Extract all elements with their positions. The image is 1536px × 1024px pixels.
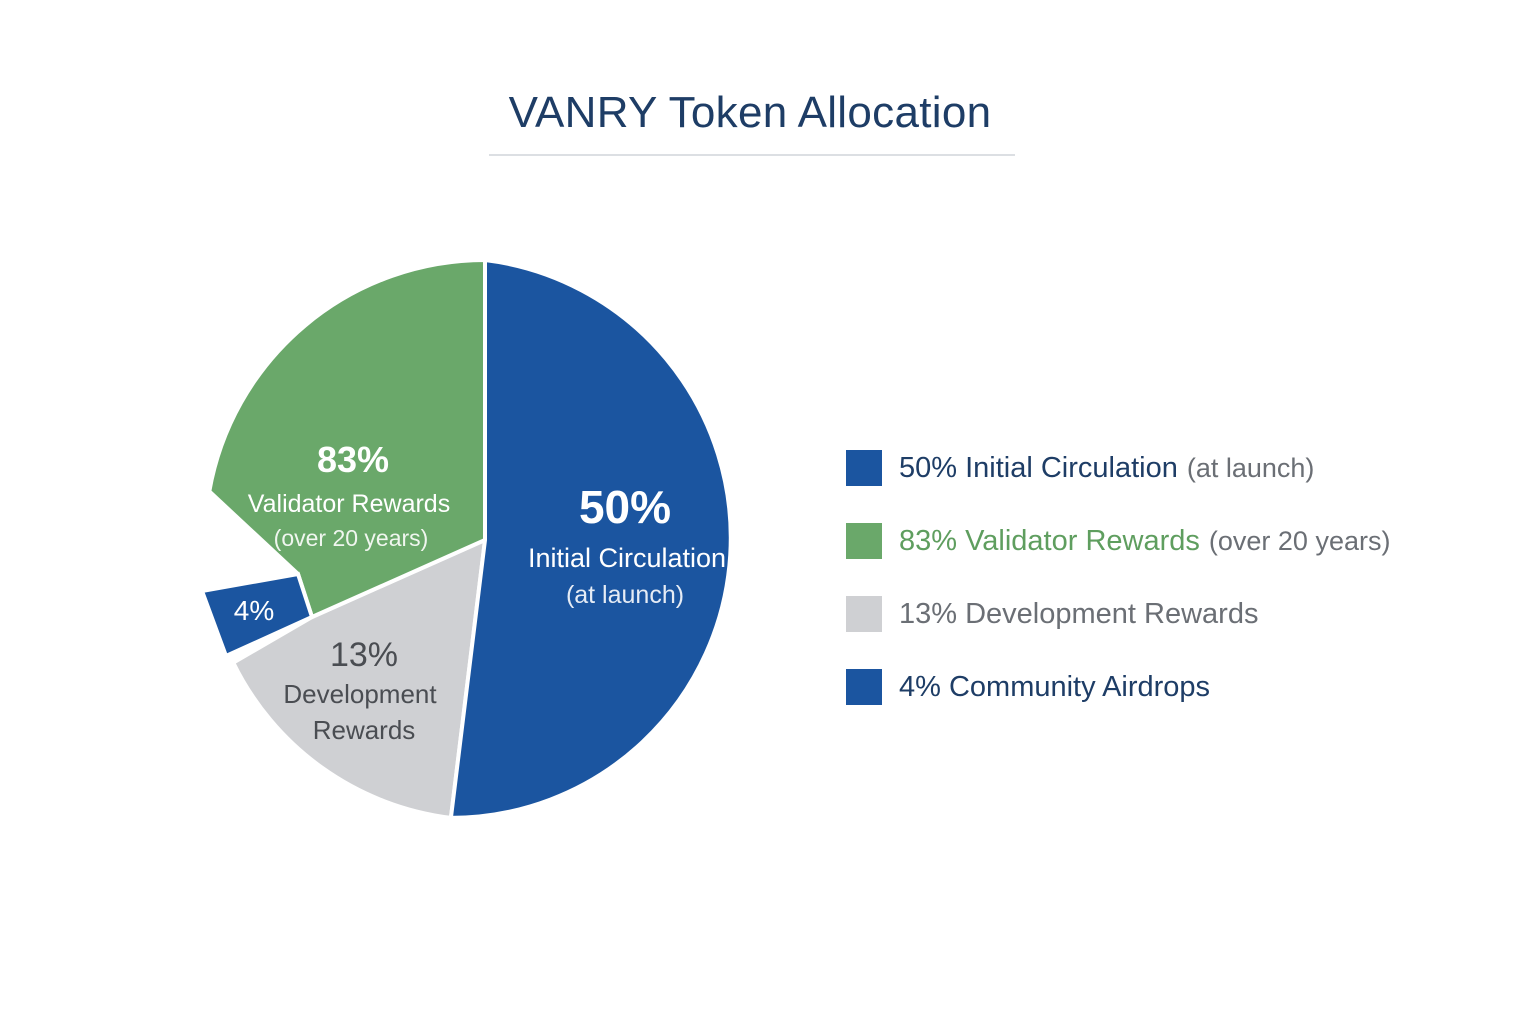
legend-label: 50% Initial Circulation [899,451,1178,484]
legend-swatch [846,450,882,486]
label-initial-pct: 50% [579,481,671,533]
label-initial-name: Initial Circulation [528,543,726,573]
legend-label: 83% Validator Rewards [899,524,1200,557]
slice-validator-rewards [207,257,487,620]
label-development-name1: Development [283,679,437,709]
title-divider [489,154,1015,156]
label-initial-sub: (at launch) [566,581,684,609]
legend-label: 13% Development Rewards [899,597,1259,630]
legend-item: 50% Initial Circulation (at launch) [846,449,1314,487]
legend-item: 13% Development Rewards [846,595,1258,633]
label-development-name2: Rewards [313,715,416,745]
slice-initial-circulation [448,257,733,820]
legend-swatch [846,669,882,705]
legend-swatch [846,596,882,632]
label-validator-sub: (over 20 years) [274,525,429,551]
label-validator-name: Validator Rewards [248,490,450,518]
legend-item: 83% Validator Rewards (over 20 years) [846,522,1390,560]
legend-label: 4% Community Airdrops [899,670,1211,703]
legend-item: 4% Community Airdrops [846,668,1210,706]
slice-development-rewards [230,536,488,821]
pie-labels: 50% Initial Circulation (at launch) 83% Vali… [234,439,726,745]
legend-sublabel: (over 20 years) [1208,525,1391,556]
chart-title: VANRY Token Allocation [508,88,992,137]
legend-sublabel: (at launch) [1186,452,1315,483]
label-development-pct: 13% [330,636,398,674]
slice-community-airdrops [199,571,315,659]
label-community-pct: 4% [234,595,274,626]
legend-swatch [846,523,882,559]
pie-slices [199,257,733,821]
label-validator-pct: 83% [317,439,389,480]
